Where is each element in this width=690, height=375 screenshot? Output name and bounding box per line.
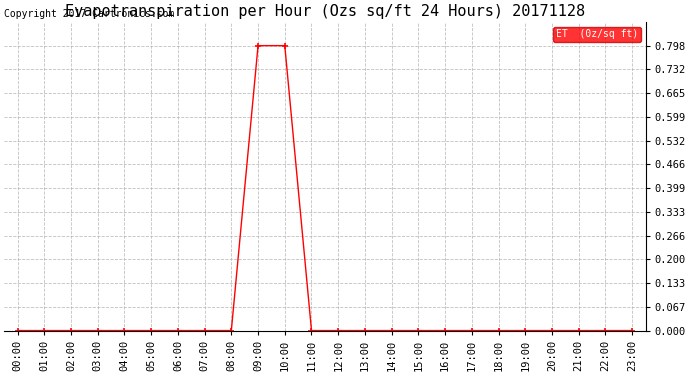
Text: Copyright 2017 Cartronics.com: Copyright 2017 Cartronics.com — [4, 9, 175, 19]
Legend: ET  (0z/sq ft): ET (0z/sq ft) — [553, 27, 641, 42]
Title: Evapotranspiration per Hour (Ozs sq/ft 24 Hours) 20171128: Evapotranspiration per Hour (Ozs sq/ft 2… — [65, 4, 585, 19]
